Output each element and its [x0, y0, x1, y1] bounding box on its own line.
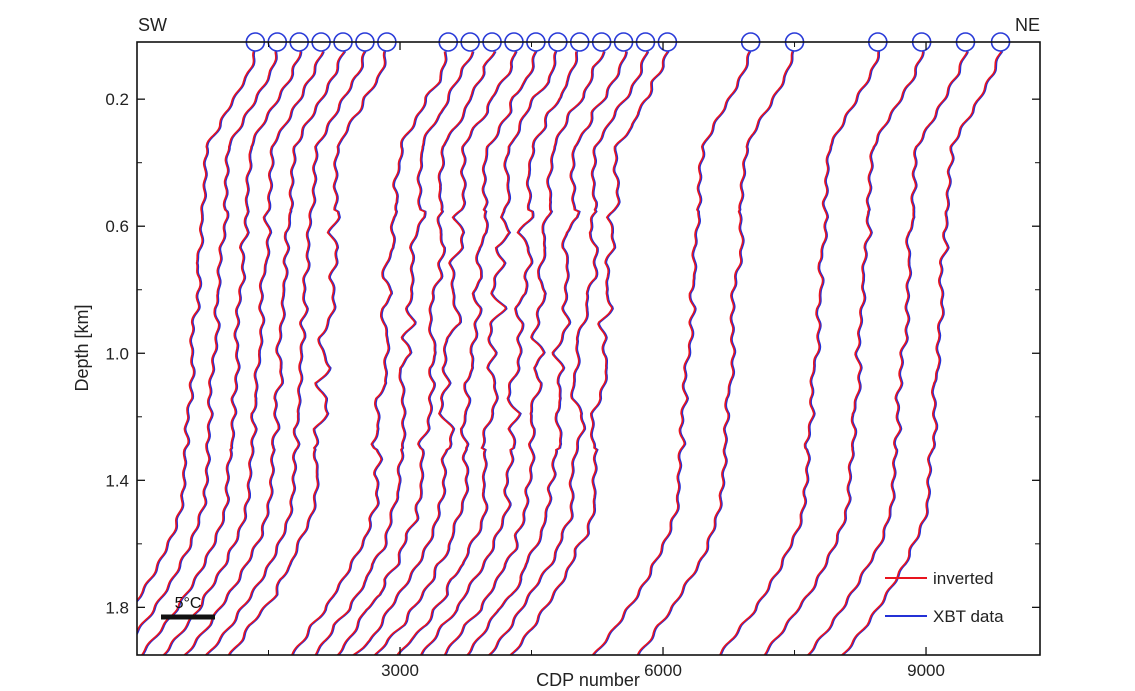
xbt-profile-line	[510, 51, 670, 655]
xbt-profile-line	[764, 51, 925, 655]
inverted-profile-line	[227, 51, 386, 655]
xbt-profile-line	[421, 51, 579, 655]
x-tick-label: 3000	[381, 661, 419, 680]
xbt-profile-line	[184, 51, 347, 655]
xbt-profile-line	[205, 51, 367, 655]
xbt-profile-line	[720, 51, 881, 655]
x-axis-title: CDP number	[536, 670, 640, 690]
x-tick-label: 9000	[907, 661, 945, 680]
xbt-profile-line	[352, 51, 518, 655]
inverted-profile-line	[591, 51, 751, 655]
inverted-profile-line	[373, 51, 537, 655]
xbt-profile-line	[467, 51, 628, 655]
inverted-profile-line	[140, 51, 302, 655]
xbt-profile-line	[637, 51, 795, 655]
inverted-profile-line	[840, 51, 1002, 655]
y-tick-label: 0.2	[105, 90, 129, 109]
temperature-scale-bar: 5°C	[161, 595, 215, 620]
inverted-profile-line	[419, 51, 577, 655]
x-tick-label: 6000	[644, 661, 682, 680]
inverted-profile-line	[183, 51, 345, 655]
scale-bar-label: 5°C	[175, 595, 202, 612]
xbt-profile-line	[397, 51, 558, 655]
legend: inverted XBT data	[885, 569, 1004, 626]
inverted-profile-line	[137, 51, 255, 602]
xbt-profile-line	[228, 51, 387, 655]
inverted-profile-line	[162, 51, 324, 655]
xbt-profile-line	[488, 51, 650, 655]
inverted-profile-line	[396, 51, 557, 655]
y-tick-label: 1.0	[105, 344, 129, 363]
inverted-profile-line	[137, 51, 277, 634]
inverted-profile-line	[443, 51, 605, 655]
inverted-profile-line	[636, 51, 794, 655]
y-tick-label: 1.4	[105, 471, 129, 490]
inverted-profile-line	[466, 51, 627, 655]
xbt-profile-line	[315, 51, 475, 655]
xbt-profile-line	[137, 51, 256, 603]
xbt-profile-line	[374, 51, 538, 655]
xbt-profile-line	[807, 51, 969, 655]
xbt-profile-line	[137, 51, 278, 636]
inverted-profile-line	[487, 51, 649, 655]
inverted-profile-line	[718, 51, 879, 655]
inverted-profile-line	[290, 51, 447, 655]
axis-ticks: 3000 6000 9000 0.2 0.6 1.0 1.4 1.8	[105, 42, 1040, 680]
xbt-profile-line	[592, 51, 752, 655]
y-tick-label: 1.8	[105, 598, 129, 617]
legend-label-xbt: XBT data	[933, 607, 1004, 626]
xbt-profile-line	[141, 51, 303, 655]
inverted-profile-line	[806, 51, 968, 655]
inverted-profile-line	[204, 51, 366, 655]
xbt-profile-line	[444, 51, 606, 655]
xbt-profile-line	[292, 51, 448, 655]
y-tick-label: 0.6	[105, 217, 129, 236]
inverted-profile-line	[509, 51, 669, 655]
profile-curves	[137, 51, 1004, 655]
legend-label-inverted: inverted	[933, 569, 993, 588]
xbt-profile-line	[841, 51, 1004, 655]
inverted-profile-line	[336, 51, 496, 655]
inverted-profile-line	[763, 51, 924, 655]
inverted-profile-line	[314, 51, 474, 655]
sw-corner-label: SW	[138, 15, 167, 35]
y-axis-title: Depth [km]	[72, 304, 92, 391]
inverted-profile-line	[351, 51, 517, 655]
xbt-profile-line	[337, 51, 497, 655]
ne-corner-label: NE	[1015, 15, 1040, 35]
plot-frame	[136, 41, 1041, 656]
xbt-profile-line	[163, 51, 325, 655]
